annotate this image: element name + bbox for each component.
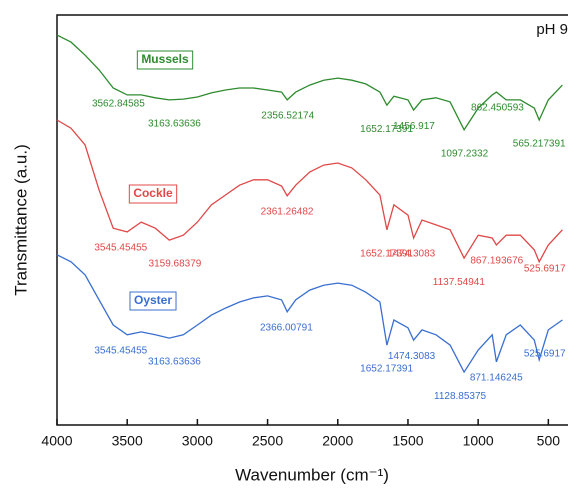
spectrum-line	[56, 119, 563, 264]
axis-frame	[56, 14, 568, 426]
peak-label: 525.6917	[524, 349, 566, 360]
peak-label: 3163.63636	[148, 357, 201, 368]
x-tick-label: 3000	[182, 433, 213, 449]
peak-label: 871.146245	[470, 373, 523, 384]
peak-label: 1474.3083	[388, 249, 436, 260]
spectrum-line	[56, 254, 563, 374]
series-label: Oyster	[134, 293, 172, 307]
x-tick-label: 2000	[322, 433, 353, 449]
peak-label: 1474.3083	[388, 351, 436, 362]
peak-label: 2366.00791	[260, 322, 313, 333]
series-label-box	[136, 50, 194, 70]
annotation: pH 9	[536, 21, 568, 38]
peak-label: 3545.45455	[94, 243, 147, 254]
peak-label: 3562.84585	[92, 99, 145, 110]
series-label-box	[128, 184, 178, 204]
peak-label: 1652.17391	[360, 124, 413, 135]
x-tick-label: 1500	[392, 433, 423, 449]
series-label: Cockle	[133, 186, 173, 200]
peak-label: 1652.17391	[360, 248, 413, 259]
peak-label: 1128.85375	[434, 391, 487, 402]
peak-label: 1137.54941	[433, 277, 486, 288]
peak-label: 3163.63636	[148, 119, 201, 130]
x-tick-label: 3500	[112, 433, 143, 449]
peak-label: 3159.68379	[149, 259, 202, 270]
peak-label: 867.193676	[470, 256, 523, 267]
peak-label: 3545.45455	[94, 345, 147, 356]
x-tick-label: 2500	[252, 433, 283, 449]
peak-label: 862.450593	[471, 103, 524, 114]
y-axis-label: Transmittance (a.u.)	[11, 144, 30, 295]
peak-label: 1097.2332	[441, 148, 489, 159]
x-axis-label: Wavenumber (cm⁻¹)	[235, 465, 389, 484]
x-tick-label: 500	[537, 433, 561, 449]
x-tick-label: 1000	[463, 433, 494, 449]
spectrum-line	[56, 34, 563, 132]
peak-label: 2361.26482	[261, 206, 314, 217]
series-label-box	[129, 291, 177, 311]
peak-label: 1652.17391	[360, 364, 413, 375]
peak-label: 1456.917	[393, 121, 435, 132]
peak-label: 525.6917	[524, 264, 566, 275]
x-tick-label: 4000	[41, 433, 72, 449]
series-label: Mussels	[141, 52, 189, 66]
peak-label: 565.217391	[513, 139, 566, 150]
peak-label: 2356.52174	[261, 111, 314, 122]
